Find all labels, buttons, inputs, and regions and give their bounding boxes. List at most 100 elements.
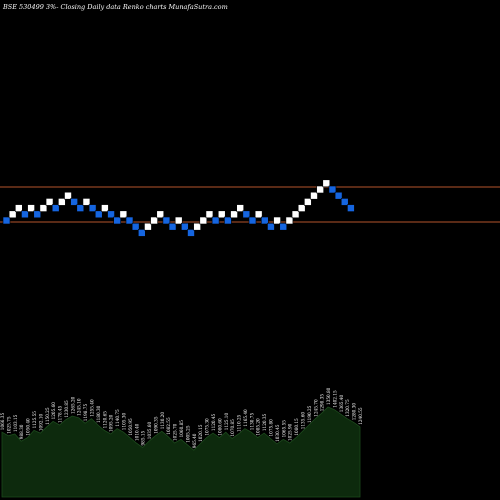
renko-bricks (2, 179, 355, 237)
volume-value-label: 1065.55 (281, 420, 286, 438)
volume-value-label: 1010.40 (134, 423, 139, 441)
volume-value-label: 1190.25 (307, 405, 312, 423)
renko-brick-up (199, 216, 208, 225)
renko-brick-down (107, 210, 115, 219)
chart-title: BSE 530499 3%- Closing Daily data Renko … (2, 3, 228, 11)
volume-area-path (1, 406, 361, 498)
volume-value-label: 1120.65 (102, 411, 107, 429)
volume-value-label: 1365.40 (339, 395, 344, 413)
renko-brick-up (27, 204, 35, 212)
volume-value-label: 1205.60 (51, 402, 56, 420)
renko-brick-down (88, 204, 97, 212)
volume-value-label: 1025.90 (288, 423, 293, 441)
volume-value-label: 1090.35 (153, 416, 158, 434)
renko-brick-down (279, 222, 288, 231)
volume-value-label: 1240.55 (358, 407, 363, 425)
renko-brick-up (217, 210, 226, 219)
volume-value-label: 1085.20 (256, 418, 261, 436)
volume-value-label: 1150.25 (45, 407, 50, 425)
volume-value-label: 1050.40 (26, 418, 31, 436)
volume-value-label: 1075.30 (205, 418, 210, 436)
renko-brick-down (168, 222, 177, 231)
volume-value-label: 1245.70 (313, 399, 318, 417)
volume-value-label: 1125.55 (32, 411, 37, 429)
renko-brick-down (125, 216, 134, 225)
volume-value-label: 1280.30 (352, 403, 357, 421)
volume-value-label: 1025.75 (6, 416, 11, 434)
renko-brick-up (316, 185, 324, 194)
renko-brick-down (181, 222, 189, 231)
renko-brick-up (205, 210, 214, 219)
volume-value-label: 1198.75 (83, 404, 88, 422)
volume-value-label: 1180.30 (96, 405, 101, 423)
renko-brick-down (113, 216, 121, 225)
renko-brick-down (138, 229, 146, 237)
renko-brick-up (156, 210, 165, 219)
volume-value-label: 1020.15 (198, 424, 203, 442)
renko-brick-up (285, 216, 294, 225)
volume-value-label: 965.40 (192, 433, 197, 448)
volume-value-label: 1080.15 (294, 418, 299, 436)
volume-value-label: 985.15 (141, 431, 146, 446)
volume-value-label: 1135.60 (301, 412, 306, 430)
volume-value-label: 1060.85 (179, 420, 184, 438)
volume-value-label: 1320.75 (345, 399, 350, 417)
volume-value-label: 1178.45 (58, 405, 63, 423)
renko-brick-up (64, 191, 72, 200)
renko-brick-down (162, 216, 171, 225)
renko-brick-up (39, 204, 48, 212)
volume-value-label: 1245.10 (77, 398, 82, 416)
renko-brick-up (291, 210, 300, 219)
renko-brick-down (51, 204, 60, 212)
volume-value-label: 1165.40 (243, 409, 248, 427)
renko-brick-down (340, 198, 349, 206)
volume-value-label: 1005.25 (185, 425, 190, 443)
renko-brick-up (8, 210, 17, 219)
renko-brick-up (236, 204, 244, 212)
volume-labels: 1066.35 1025.75 1103.15 988.30 1050.40 1125.5… (0, 387, 363, 448)
renko-brick-down (334, 191, 343, 200)
renko-brick-up (193, 222, 201, 231)
volume-value-label: 1103.15 (13, 414, 18, 432)
volume-value-label: 1030.45 (275, 424, 280, 442)
renko-brick-up (254, 210, 263, 219)
volume-value-label: 1350.80 (326, 387, 331, 405)
renko-brick-down (347, 204, 355, 212)
volume-value-label: 1120.45 (211, 413, 216, 431)
volume-value-label: 1130.75 (249, 413, 254, 431)
renko-brick-up (150, 216, 158, 225)
renko-brick-up (310, 191, 318, 200)
renko-brick-down (267, 222, 275, 231)
volume-value-label: 1035.60 (147, 422, 152, 440)
volume-value-label: 1140.75 (115, 409, 120, 427)
renko-brick-up (304, 198, 312, 206)
renko-brick-up (297, 204, 306, 212)
renko-brick-down (131, 222, 140, 231)
renko-brick-down (70, 198, 78, 206)
renko-brick-down (242, 210, 251, 219)
renko-brick-up (119, 210, 128, 219)
volume-value-label: 1265.20 (70, 396, 75, 414)
volume-value-label: 1025.70 (173, 423, 178, 441)
volume-value-label: 1130.20 (160, 412, 165, 430)
renko-brick-down (21, 210, 29, 219)
volume-value-label: 1075.80 (269, 419, 274, 437)
volume-value-label: 1070.85 (230, 419, 235, 437)
volume-value-label: 1095.20 (109, 414, 114, 432)
volume-value-label: 988.30 (19, 424, 24, 439)
volume-area (1, 406, 361, 498)
renko-brick-up (322, 179, 331, 188)
renko-brick-up (58, 198, 66, 206)
volume-value-label: 1255.40 (90, 399, 95, 417)
volume-value-label: 1050.95 (128, 418, 133, 436)
renko-brick-down (33, 210, 42, 219)
renko-brick-down (187, 229, 195, 237)
volume-value-label: 1120.35 (262, 413, 267, 431)
renko-brick-down (211, 216, 220, 225)
renko-brick-down (94, 210, 103, 219)
renko-brick-up (45, 198, 54, 206)
volume-value-label: 1066.35 (0, 413, 5, 431)
renko-brick-down (224, 216, 232, 225)
volume-value-label: 1298.35 (320, 394, 325, 412)
